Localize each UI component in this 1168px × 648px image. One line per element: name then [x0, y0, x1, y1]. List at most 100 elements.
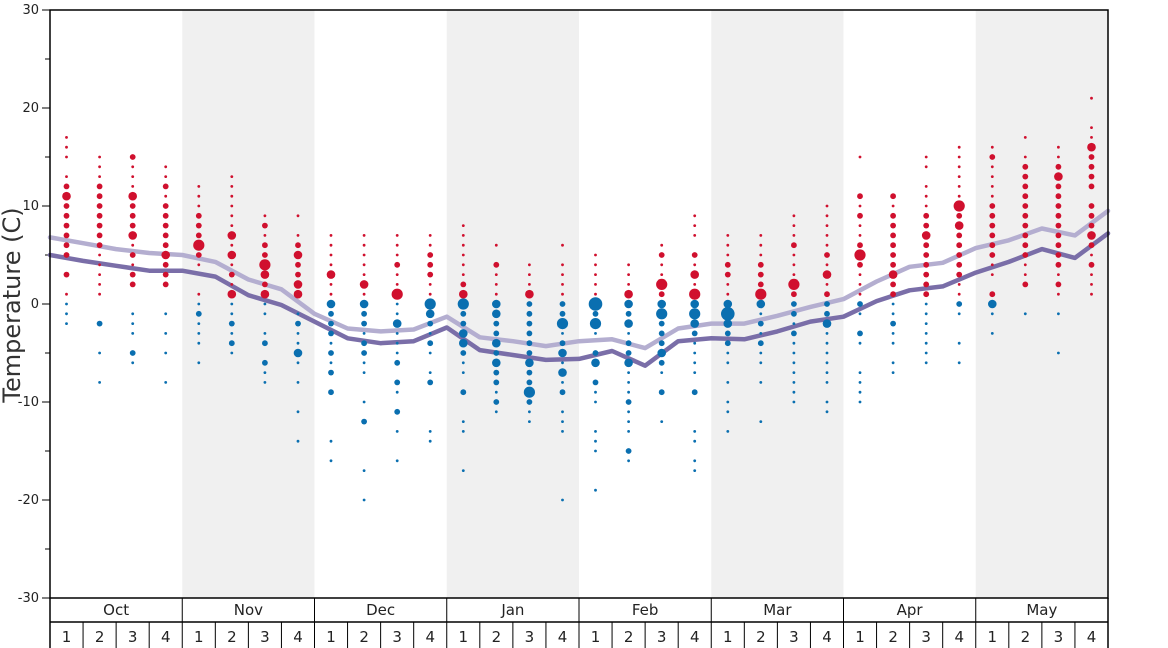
- data-point: [990, 145, 994, 149]
- data-point: [98, 351, 101, 355]
- data-point: [657, 299, 666, 309]
- data-point: [494, 283, 498, 286]
- data-point: [594, 263, 597, 267]
- data-point: [1057, 351, 1060, 355]
- data-point: [558, 348, 567, 358]
- week-label: 2: [624, 628, 634, 646]
- month-label: Dec: [366, 601, 395, 619]
- data-point: [1088, 183, 1095, 190]
- data-point: [921, 231, 931, 240]
- data-point: [395, 302, 399, 306]
- data-point: [656, 308, 668, 320]
- data-point: [493, 379, 500, 386]
- data-point: [989, 232, 996, 239]
- data-point: [825, 224, 829, 228]
- data-point: [660, 273, 664, 276]
- data-point: [956, 301, 963, 307]
- data-point: [924, 332, 928, 335]
- data-point: [757, 340, 764, 347]
- data-point: [792, 322, 796, 325]
- data-point: [891, 302, 895, 306]
- data-point: [193, 239, 205, 251]
- data-point: [328, 320, 334, 327]
- data-point: [230, 224, 234, 228]
- data-point: [395, 341, 399, 345]
- data-point: [263, 312, 267, 316]
- data-point: [98, 381, 101, 384]
- data-point: [1023, 155, 1027, 159]
- data-point: [428, 234, 432, 237]
- data-point: [227, 250, 237, 260]
- data-point: [594, 332, 597, 335]
- data-point: [461, 371, 465, 374]
- data-point: [361, 418, 367, 425]
- data-point: [1088, 163, 1095, 170]
- data-point: [262, 252, 268, 258]
- month-band: [182, 10, 315, 598]
- data-point: [230, 214, 234, 218]
- data-point: [98, 263, 101, 267]
- week-label: 2: [359, 628, 369, 646]
- data-point: [759, 361, 763, 365]
- data-point: [693, 283, 697, 286]
- data-point: [957, 283, 961, 286]
- data-point: [428, 332, 432, 335]
- data-point: [494, 243, 498, 247]
- week-label: 4: [558, 628, 568, 646]
- data-point: [558, 368, 567, 377]
- data-point: [825, 341, 829, 345]
- data-point: [923, 261, 930, 268]
- data-point: [759, 351, 763, 355]
- data-point: [561, 410, 564, 414]
- data-point: [328, 350, 334, 356]
- data-point: [791, 291, 797, 298]
- data-point: [63, 232, 70, 239]
- data-point: [759, 332, 763, 335]
- month-label: Apr: [897, 601, 924, 619]
- data-point: [858, 371, 862, 374]
- data-point: [658, 291, 665, 298]
- data-point: [660, 243, 664, 247]
- data-point: [457, 298, 469, 310]
- data-point: [98, 283, 101, 286]
- data-point: [1022, 281, 1029, 288]
- data-point: [164, 194, 168, 198]
- data-point: [1022, 183, 1029, 190]
- data-point: [96, 232, 103, 239]
- data-point: [594, 488, 597, 492]
- data-point: [230, 351, 234, 355]
- week-label: 1: [988, 628, 998, 646]
- data-point: [792, 351, 796, 355]
- data-point: [395, 459, 399, 463]
- data-point: [494, 292, 498, 296]
- data-point: [428, 430, 432, 433]
- data-point: [461, 469, 465, 472]
- data-point: [1055, 222, 1062, 229]
- data-point: [989, 212, 996, 219]
- data-point: [129, 203, 136, 209]
- data-point: [561, 361, 564, 365]
- data-point: [693, 341, 697, 345]
- week-label: 4: [425, 628, 435, 646]
- data-point: [561, 243, 564, 247]
- data-point: [726, 234, 730, 237]
- data-point: [1090, 126, 1093, 129]
- data-point: [395, 430, 399, 433]
- data-point: [791, 242, 797, 249]
- data-point: [329, 361, 333, 365]
- data-point: [492, 358, 501, 368]
- data-point: [990, 165, 994, 169]
- data-point: [96, 222, 103, 229]
- data-point: [362, 243, 366, 247]
- data-point: [561, 263, 564, 267]
- data-point: [825, 400, 829, 404]
- week-label: 2: [95, 628, 105, 646]
- data-point: [361, 310, 367, 317]
- data-point: [724, 261, 731, 268]
- data-point: [825, 361, 829, 365]
- data-point: [625, 310, 632, 317]
- data-point: [858, 341, 862, 345]
- data-point: [724, 340, 731, 347]
- data-point: [65, 292, 68, 296]
- data-point: [65, 312, 68, 316]
